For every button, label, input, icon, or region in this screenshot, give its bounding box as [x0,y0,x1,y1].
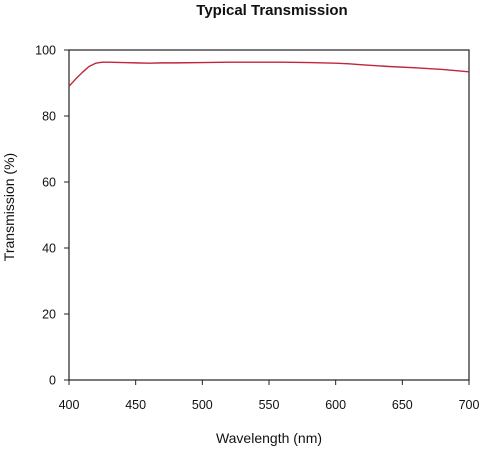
x-tick-label: 700 [459,398,480,412]
y-tick-label: 0 [49,374,56,388]
series-line [68,61,470,87]
x-tick-label: 500 [192,398,213,412]
x-axis-label: Wavelength (nm) [216,430,322,446]
y-tick-label: 100 [35,44,56,58]
plot-border [68,49,470,381]
x-tick-label: 450 [125,398,146,412]
x-tick-label: 600 [325,398,346,412]
x-tick-label: 550 [259,398,280,412]
x-axis: 400 450 500 550 600 650 700 [59,380,480,412]
y-axis: 0 20 40 60 80 100 [35,44,69,388]
y-tick-label: 20 [42,308,56,322]
y-tick-label: 60 [42,176,56,190]
x-tick-label: 400 [59,398,80,412]
series-group [68,61,470,87]
plot-area [68,49,470,381]
chart-title: Typical Transmission [196,2,347,19]
y-tick-label: 80 [42,110,56,124]
y-tick-label: 40 [42,242,56,256]
x-tick-label: 650 [392,398,413,412]
y-axis-label: Transmission (%) [1,153,17,261]
